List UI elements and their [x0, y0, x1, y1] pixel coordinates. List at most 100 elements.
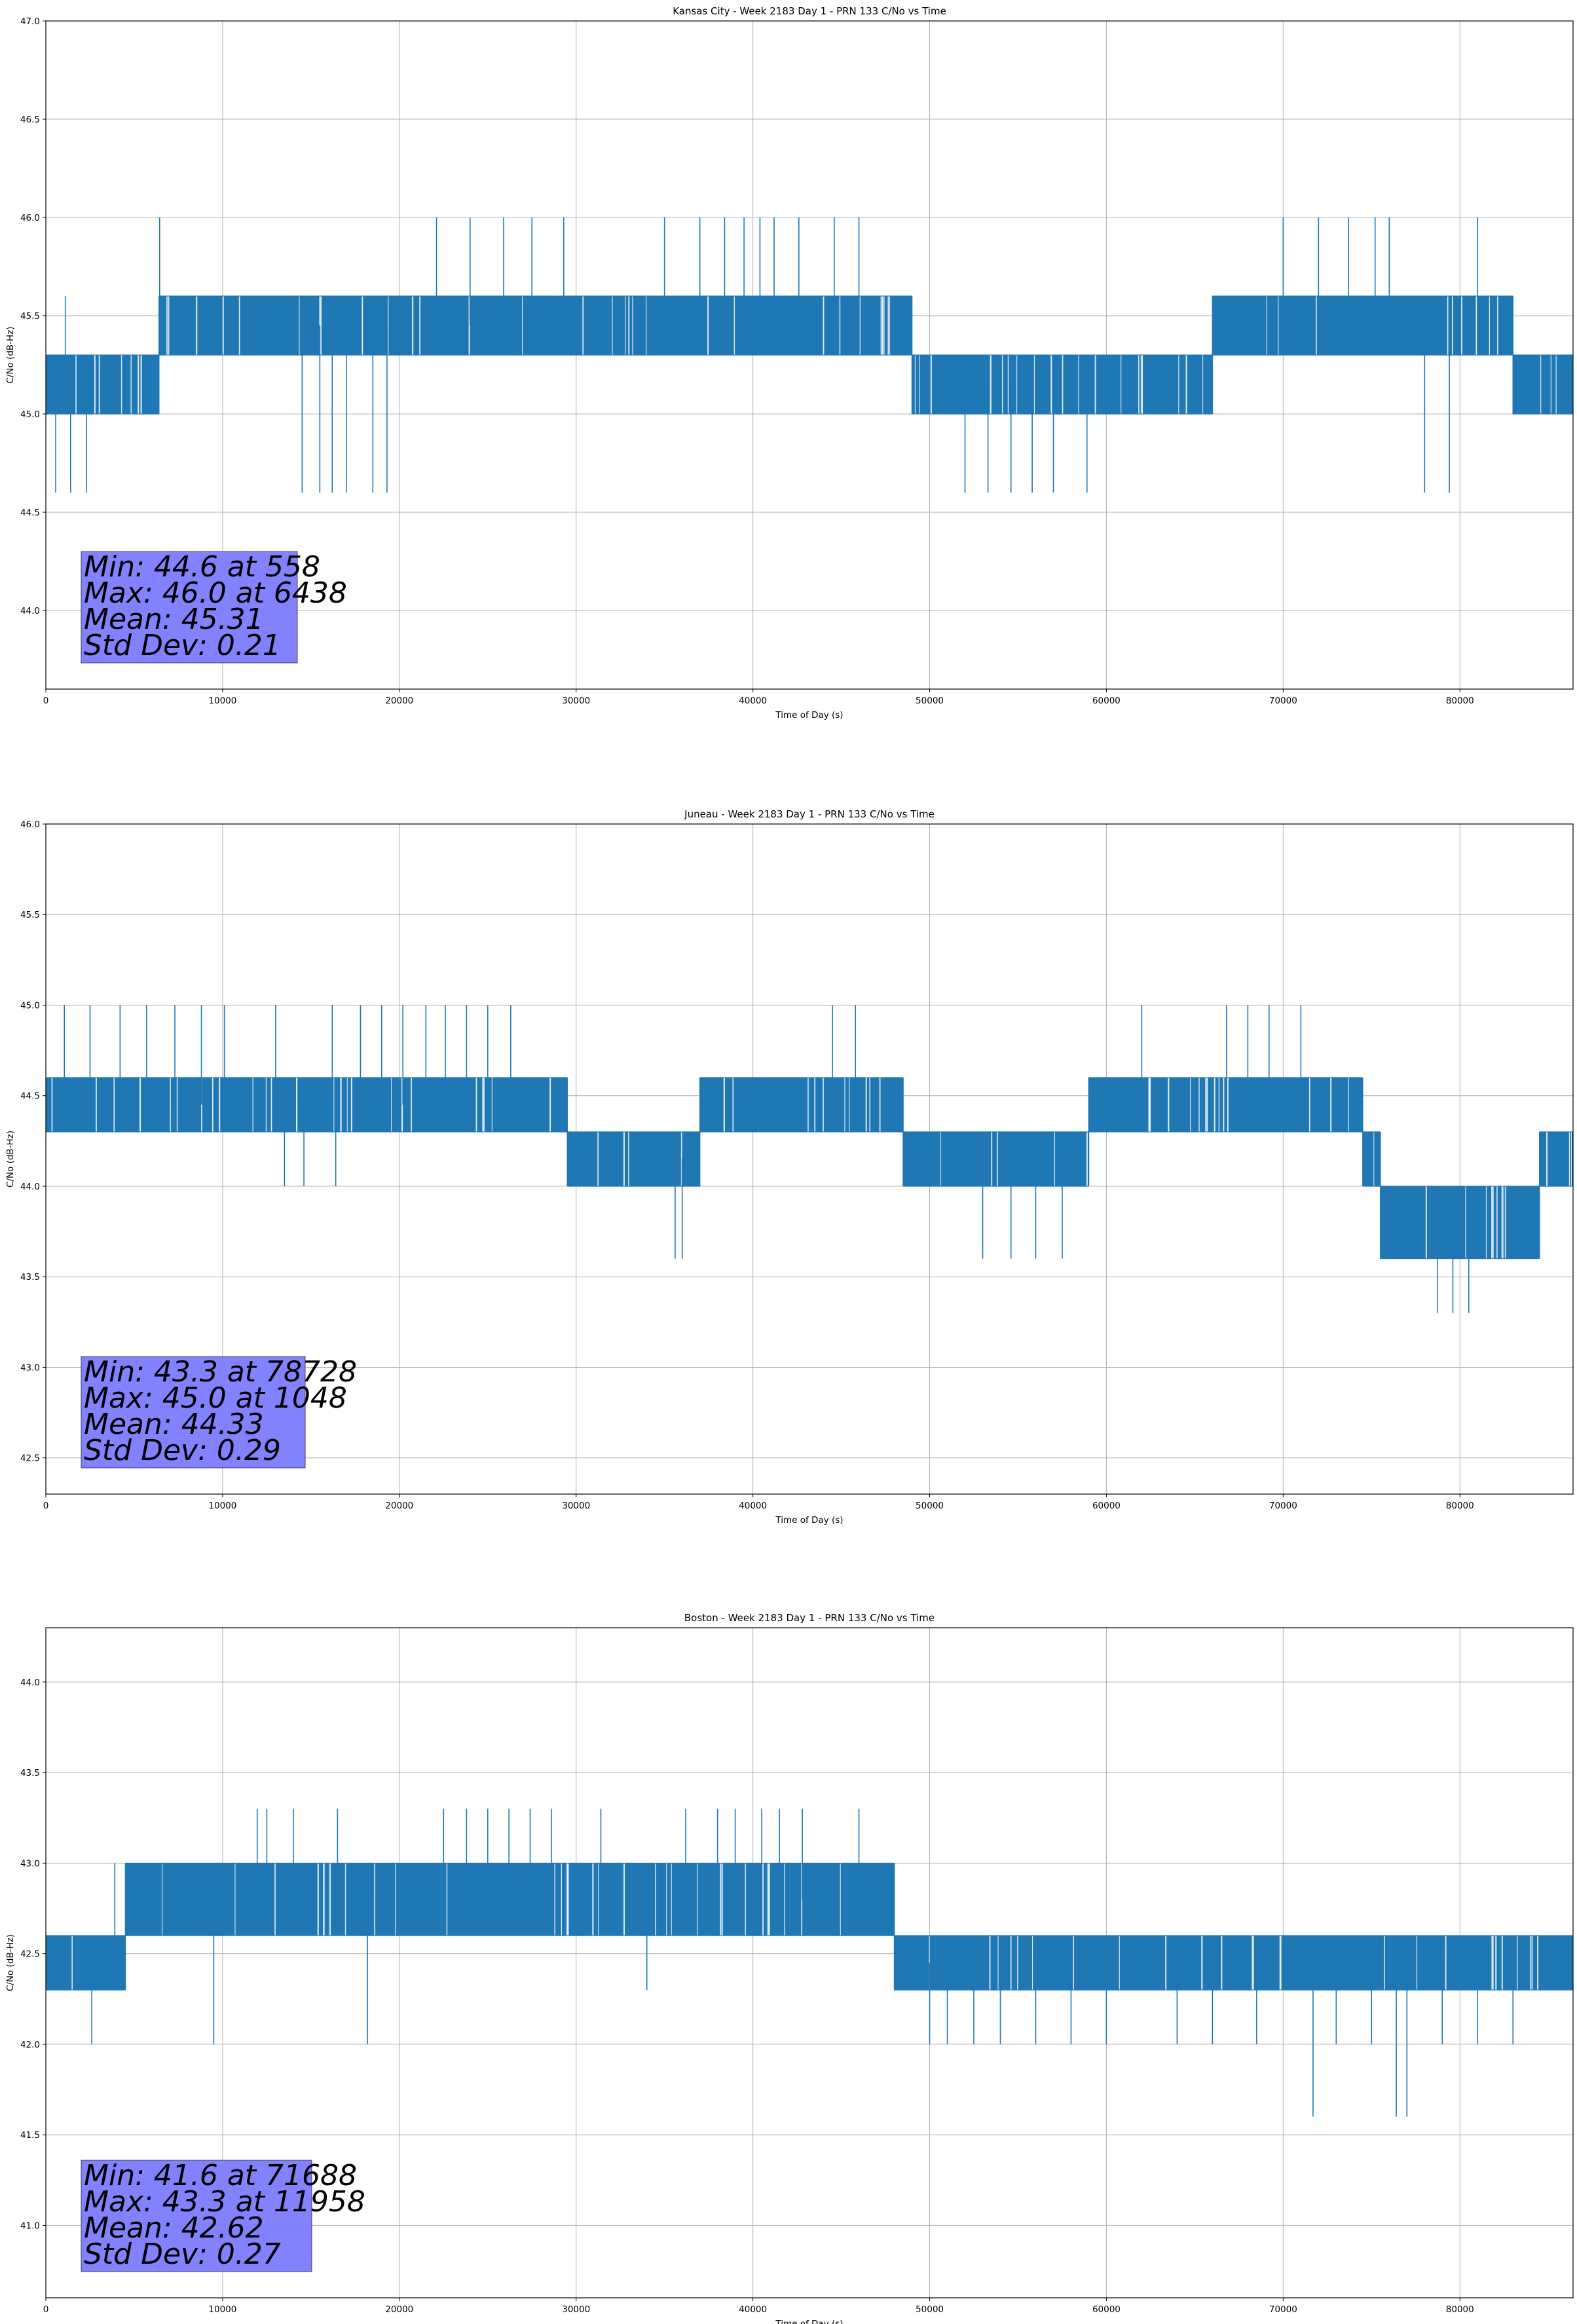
stats-line: Min: 41.6 at 71688 [84, 2159, 357, 2192]
signal-gap [1062, 355, 1064, 414]
signal-gap [1475, 296, 1477, 355]
signal-band [158, 296, 417, 355]
signal-gap [238, 296, 240, 355]
y-tick-label: 43.0 [20, 1858, 40, 1869]
signal-gap [1138, 355, 1140, 414]
signal-gap [1054, 1132, 1056, 1186]
signal-gap [411, 1078, 412, 1132]
signal-band [125, 1863, 895, 1936]
signal-gap [1280, 1936, 1282, 1990]
y-tick-label: 47.0 [20, 16, 40, 27]
signal-gap [1201, 1936, 1203, 1990]
x-tick-label: 40000 [739, 696, 767, 706]
x-tick-label: 40000 [739, 2304, 767, 2315]
signal-gap [582, 296, 584, 355]
signal-gap [1094, 355, 1096, 414]
signal-gap [1425, 1186, 1427, 1259]
signal-gap [1447, 296, 1449, 355]
signal-gap [138, 355, 139, 414]
signal-gap [374, 1863, 375, 1936]
signal-gap [869, 1078, 870, 1132]
x-tick-label: 80000 [1446, 2304, 1474, 2315]
signal-gap [1546, 1132, 1548, 1186]
signal-gap [295, 1078, 298, 1132]
y-tick-label: 44.5 [20, 1091, 40, 1102]
signal-gap [411, 296, 414, 355]
signal-gap [666, 1863, 667, 1936]
signal-gap [732, 1078, 734, 1132]
x-tick-label: 50000 [916, 696, 944, 706]
signal-gap [1214, 1078, 1215, 1132]
signal-gap [140, 355, 142, 414]
signal-gap [566, 1863, 568, 1936]
y-tick-label: 43.0 [20, 1362, 40, 1373]
signal-gap [655, 1863, 656, 1936]
signal-gap [274, 1863, 276, 1936]
signal-gap [71, 1936, 73, 1990]
data-series [46, 1809, 1573, 2117]
x-tick-label: 70000 [1269, 2304, 1297, 2315]
signal-gap [219, 1078, 221, 1132]
signal-gap [561, 1863, 563, 1936]
plot-frame [45, 1627, 1574, 2298]
signal-gap [1253, 1936, 1254, 1990]
x-tick-label: 0 [43, 2304, 49, 2315]
signal-gap [840, 1863, 841, 1936]
signal-gap [940, 1132, 941, 1186]
signal-gap [333, 1078, 335, 1132]
signal-gap [628, 1132, 629, 1186]
signal-gap [1252, 1936, 1253, 1990]
y-tick-label: 44.0 [20, 606, 40, 616]
signal-gap [720, 1863, 722, 1936]
signal-band [46, 355, 159, 414]
signal-gap [1165, 1936, 1167, 1990]
signal-gap [1308, 1078, 1310, 1132]
signal-gap [51, 1078, 53, 1132]
signal-gap [1491, 1186, 1493, 1259]
data-series [46, 1005, 1573, 1313]
signal-gap [1202, 355, 1204, 414]
x-tick-label: 10000 [208, 2304, 236, 2315]
signal-gap [997, 1936, 999, 1990]
signal-gap [1033, 355, 1035, 414]
signal-gap [1492, 1186, 1494, 1259]
signal-gap [807, 1078, 809, 1132]
signal-gap [1086, 1132, 1088, 1186]
x-axis-label: Time of Day (s) [775, 710, 843, 721]
signal-band [1362, 1132, 1381, 1186]
signal-band [1513, 355, 1573, 414]
signal-gap [130, 355, 132, 414]
signal-gap [196, 296, 198, 355]
signal-gap [1017, 1936, 1018, 1990]
signal-gap [632, 296, 633, 355]
signal-gap [483, 1078, 485, 1132]
signal-gap [879, 1078, 881, 1132]
y-tick-label: 45.0 [20, 1000, 40, 1011]
signal-gap [1221, 1936, 1223, 1990]
stats-box [81, 2160, 312, 2272]
signal-gap [1505, 1186, 1506, 1259]
signal-band [46, 1936, 126, 1990]
x-tick-label: 70000 [1269, 696, 1297, 706]
x-axis-label: Time of Day (s) [775, 1515, 843, 1526]
signal-gap [859, 296, 861, 355]
signal-gap [592, 1863, 594, 1936]
y-axis-label: C/No (dB-Hz) [5, 1934, 16, 1991]
signal-gap [801, 1863, 803, 1936]
signal-gap [1205, 1078, 1206, 1132]
signal-gap [671, 1863, 672, 1936]
signal-gap [1148, 1078, 1150, 1132]
signal-gap [166, 296, 168, 355]
signal-gap [1141, 355, 1143, 414]
plot-frame [45, 823, 1574, 1495]
signal-gap [1537, 1936, 1539, 1990]
signal-gap [1492, 1936, 1494, 1990]
x-tick-label: 30000 [562, 1501, 590, 1511]
signal-gap [265, 1078, 267, 1132]
x-tick-label: 0 [43, 1501, 49, 1511]
y-tick-label: 45.0 [20, 409, 40, 420]
signal-gap [598, 1863, 599, 1936]
signal-gap [914, 355, 916, 414]
signal-gap [762, 1863, 764, 1936]
